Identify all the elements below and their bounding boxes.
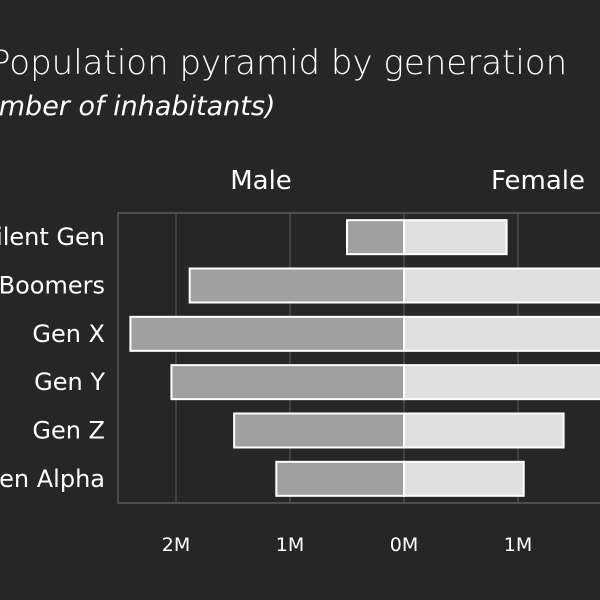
x-tick-label: 1M (276, 534, 304, 556)
x-tick-label: 0M (390, 534, 418, 556)
x-tick-label: 2M (162, 534, 190, 556)
category-labels: Silent Gen Boomers Gen X Gen Y Gen Z Gen Alph… (0, 223, 105, 493)
category-label: Gen Z (32, 416, 105, 444)
bar-female (403, 267, 600, 304)
bar-female (403, 460, 525, 497)
bar-male (275, 460, 406, 497)
bar-female (403, 315, 600, 352)
category-label: Boomers (0, 271, 105, 299)
bar-male (129, 315, 405, 352)
bar-female (403, 412, 565, 449)
bar-male (233, 412, 405, 449)
plot-frame (117, 212, 600, 504)
bar-male (170, 364, 405, 401)
category-label: Silent Gen (0, 223, 105, 251)
chart-subtitle: (number of inhabitants) (0, 91, 275, 122)
grid-lines (117, 212, 600, 504)
bar-male (188, 267, 405, 304)
x-tick-labels: 2M 1M 0M 1M (162, 534, 532, 556)
bar-female (403, 364, 600, 401)
bar-male (346, 219, 405, 256)
male-side-label: Male (230, 166, 292, 196)
bar-female (403, 219, 508, 256)
category-label: Gen X (32, 320, 105, 348)
female-side-label: Female (491, 166, 585, 196)
category-label: Gen Alpha (0, 465, 105, 493)
x-tick-label: 1M (504, 534, 532, 556)
category-label: Gen Y (34, 368, 105, 396)
bars (129, 219, 600, 497)
chart-title: Population pyramid by generation (0, 43, 567, 83)
